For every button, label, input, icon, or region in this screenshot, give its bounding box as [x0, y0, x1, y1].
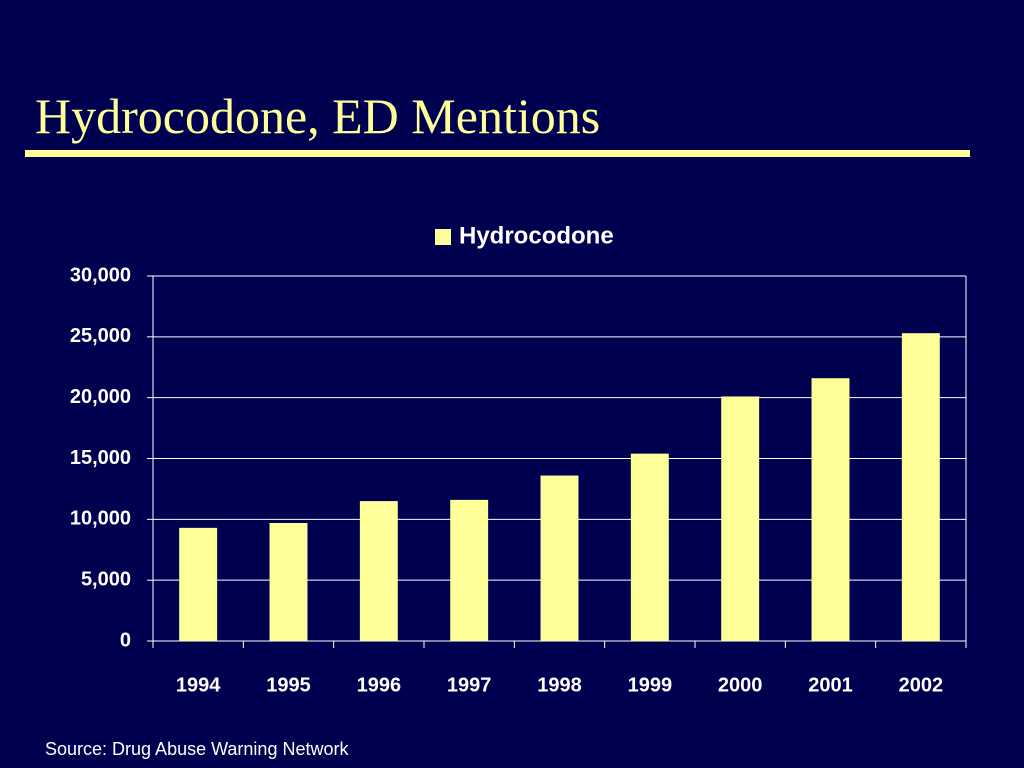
x-tick-label: 2001 [808, 674, 853, 696]
y-tick-label: 0 [120, 629, 131, 651]
x-tick-label: 2000 [718, 674, 763, 696]
bar [540, 475, 579, 641]
y-tick-label: 5,000 [81, 568, 131, 590]
bar [811, 378, 850, 641]
bar [450, 499, 489, 641]
y-tick-label: 30,000 [70, 264, 131, 286]
x-tick-label: 1997 [447, 674, 492, 696]
bar [269, 522, 308, 641]
bar [901, 333, 940, 641]
y-tick-label: 15,000 [70, 447, 131, 469]
bar [630, 453, 669, 641]
x-tick-label: 1994 [176, 674, 221, 696]
legend-swatch [435, 229, 451, 245]
x-tick-label: 1999 [628, 674, 673, 696]
slide-title: Hydrocodone, ED Mentions [35, 88, 600, 144]
title-rule [25, 150, 970, 157]
source-note: Source: Drug Abuse Warning Network [45, 739, 349, 759]
y-tick-label: 10,000 [70, 508, 131, 530]
bar [179, 527, 218, 641]
y-tick-label: 25,000 [70, 325, 131, 347]
y-tick-label: 20,000 [70, 386, 131, 408]
x-tick-label: 1998 [537, 674, 582, 696]
x-tick-label: 1996 [357, 674, 402, 696]
bar [721, 396, 760, 641]
x-tick-label: 1995 [266, 674, 311, 696]
x-tick-label: 2002 [899, 674, 944, 696]
bar [359, 501, 398, 641]
legend-label: Hydrocodone [459, 222, 614, 249]
